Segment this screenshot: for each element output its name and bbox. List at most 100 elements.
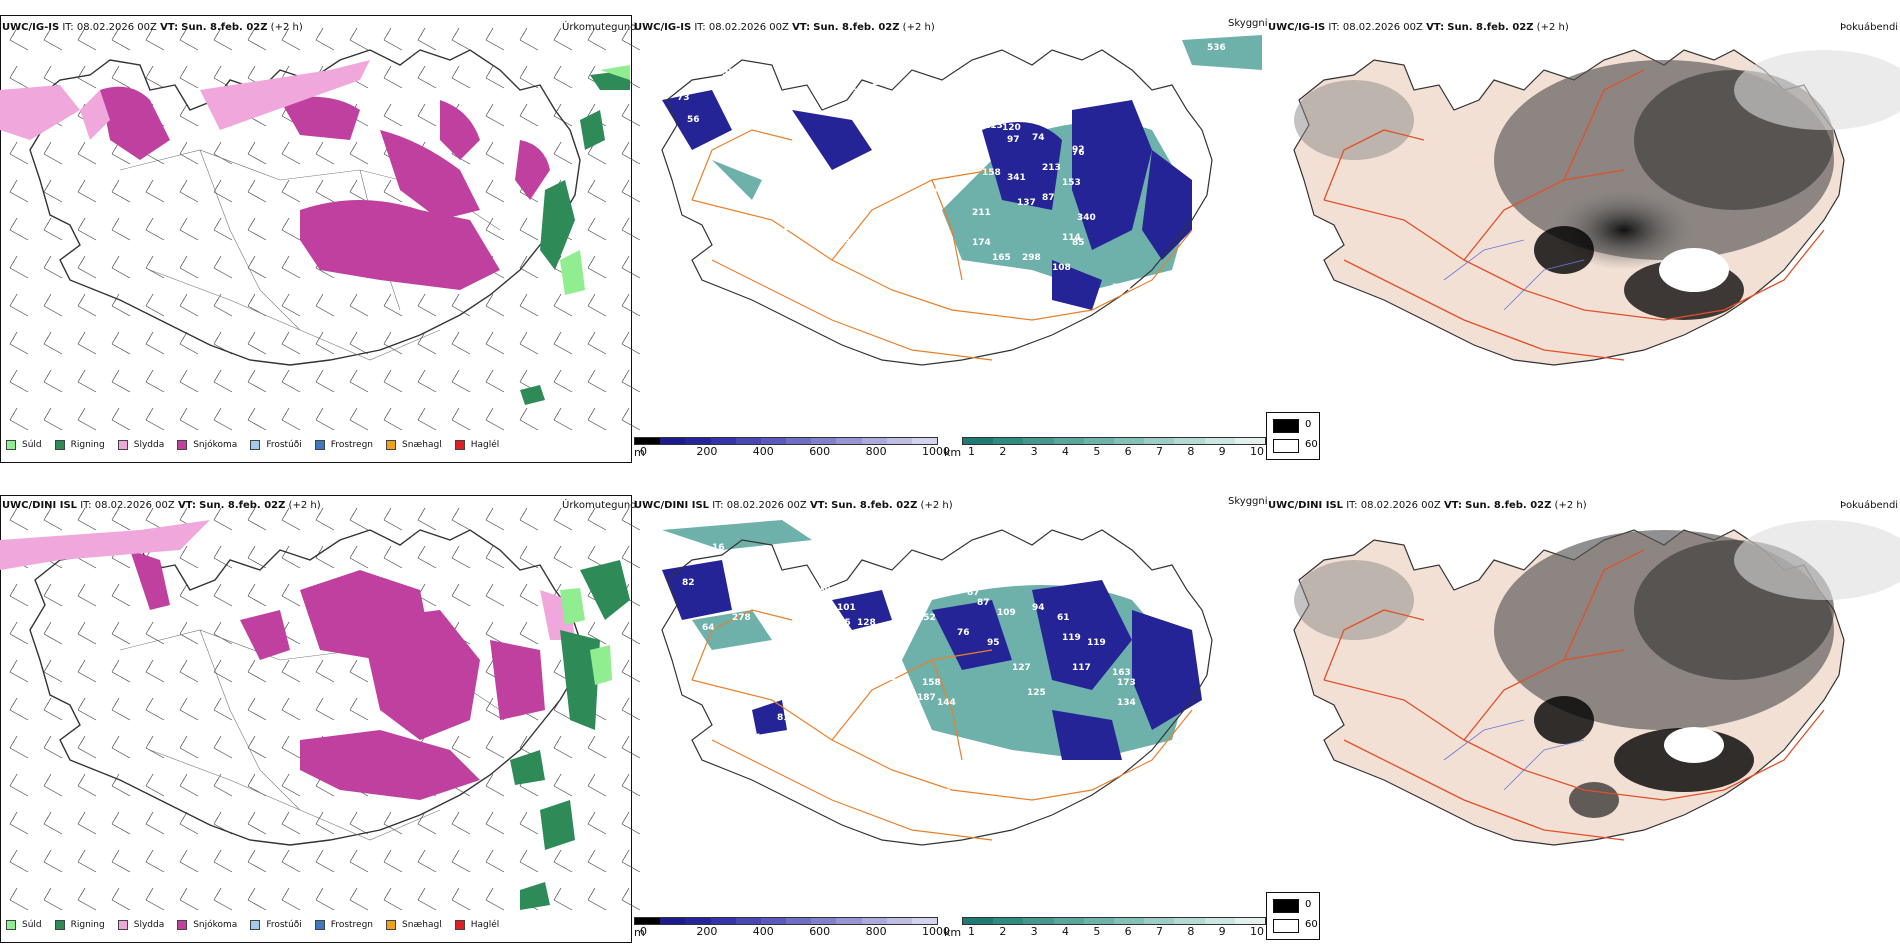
wind-barb [9, 255, 29, 279]
wind-barb [621, 887, 641, 911]
wind-barb [621, 293, 641, 317]
wind-barb [383, 331, 403, 355]
visibility-label: 87 [967, 588, 980, 598]
wind-barb [281, 697, 301, 721]
wind-barb [315, 849, 335, 873]
legend-swatch [54, 440, 65, 450]
wind-barb [145, 849, 165, 873]
wind-barb [43, 507, 63, 531]
wind-barb [145, 179, 165, 203]
legend-item: Súld [6, 440, 42, 450]
visibility-label: 152 [917, 613, 936, 623]
wind-barb [247, 141, 267, 165]
wind-barb [247, 735, 267, 759]
visibility-label: 99 [952, 81, 965, 91]
wind-barb [111, 811, 131, 835]
legend-item: Snjókoma [177, 920, 237, 930]
visibility-label: 278 [732, 613, 751, 623]
visibility-label: 125 [1027, 688, 1046, 698]
road-network [1323, 69, 1825, 361]
wind-barb [281, 735, 301, 759]
vis-unit: km [944, 446, 962, 459]
wind-barb [247, 659, 267, 683]
wind-barb [213, 369, 233, 393]
wind-barb [179, 735, 199, 759]
init-time: 08.02.2026 00Z [94, 500, 175, 511]
wind-barb [417, 407, 437, 431]
colorbar-cell [963, 918, 994, 924]
precip-legend: Súld Rigning Slydda Snjókoma Frostúði Frostre… [6, 920, 512, 930]
height-unit: m [634, 926, 645, 939]
wind-barb [145, 621, 165, 645]
wind-barb [587, 735, 607, 759]
model-name: UWC/IG-IS [2, 22, 60, 33]
wind-barb [43, 407, 63, 431]
colorbar-cell [1144, 438, 1175, 444]
colorbar-tick: 6 [1124, 445, 1132, 458]
wind-barb [213, 583, 233, 607]
fog-legend: 0 60 [1266, 892, 1320, 940]
wind-barb [383, 369, 403, 393]
snow-areas [130, 550, 545, 800]
wind-barb [281, 27, 301, 51]
visibility-label: 131 [922, 768, 941, 778]
visibility-label: 136 [1002, 75, 1021, 85]
visibility-map: 121 16 82 278 64 70 118 104 101 135 65 128 145 120 133… [661, 518, 1213, 846]
visibility-label: 73 [677, 93, 690, 103]
visibility-colorbar: 1 2 3 4 5 6 7 8 9 10 [962, 917, 1266, 939]
fog-legend-dark [1273, 419, 1299, 433]
colorbar-cell [963, 438, 994, 444]
wind-barb [111, 407, 131, 431]
wind-barb [281, 659, 301, 683]
visibility-label: 298 [1022, 253, 1041, 263]
wind-barb [485, 735, 505, 759]
wind-barb [179, 293, 199, 317]
colorbar-tick: 1 [968, 445, 975, 458]
visibility-label: 18 [1002, 103, 1015, 113]
visibility-label: 119 [1062, 633, 1081, 643]
visibility-label: 127 [1012, 663, 1031, 673]
wind-barb [587, 217, 607, 241]
wind-barb [349, 27, 369, 51]
wind-barb [179, 887, 199, 911]
wind-barb [43, 697, 63, 721]
precip-type-map [0, 507, 641, 911]
visibility-label: 95 [987, 638, 1000, 648]
wind-barb [417, 293, 437, 317]
wind-barb [111, 697, 131, 721]
wind-barb [43, 217, 63, 241]
colorbar-tick: 9 [1218, 445, 1226, 458]
visibility-label: 16 [712, 543, 725, 553]
wind-barb [247, 27, 267, 51]
visibility-label: 174 [972, 238, 991, 248]
wind-barb [451, 583, 471, 607]
wind-barb [9, 735, 29, 759]
panel-header: UWC/IG-IS IT: 08.02.2026 00Z VT: Sun. 8.… [634, 22, 935, 33]
model-name: UWC/DINI ISL [2, 500, 78, 511]
colorbar-tick: 600 [809, 445, 831, 458]
colorbar-cell [811, 918, 837, 924]
wind-barb [417, 103, 437, 127]
fog-shading [1294, 50, 1900, 320]
wind-barb [179, 849, 199, 873]
visibility-label: 305 [887, 718, 906, 728]
visibility-label: 92 [1072, 145, 1085, 155]
visibility-label: 101 [837, 603, 856, 613]
colorbar-cell [1174, 918, 1205, 924]
wind-barb [111, 773, 131, 797]
wind-barb [111, 849, 131, 873]
rivers [1443, 719, 1585, 791]
wind-barb [247, 407, 267, 431]
colorbar-tick: 8 [1187, 925, 1195, 938]
wind-barb [383, 65, 403, 89]
wind-barb [451, 369, 471, 393]
visibility-label: 155 [887, 803, 906, 813]
wind-barb [451, 507, 471, 531]
wind-barb [417, 65, 437, 89]
visibility-label: 246 [872, 78, 891, 88]
visibility-label: 72 [932, 188, 945, 198]
wind-barb [315, 369, 335, 393]
colorbar-cell [1114, 438, 1145, 444]
wind-barb [281, 293, 301, 317]
